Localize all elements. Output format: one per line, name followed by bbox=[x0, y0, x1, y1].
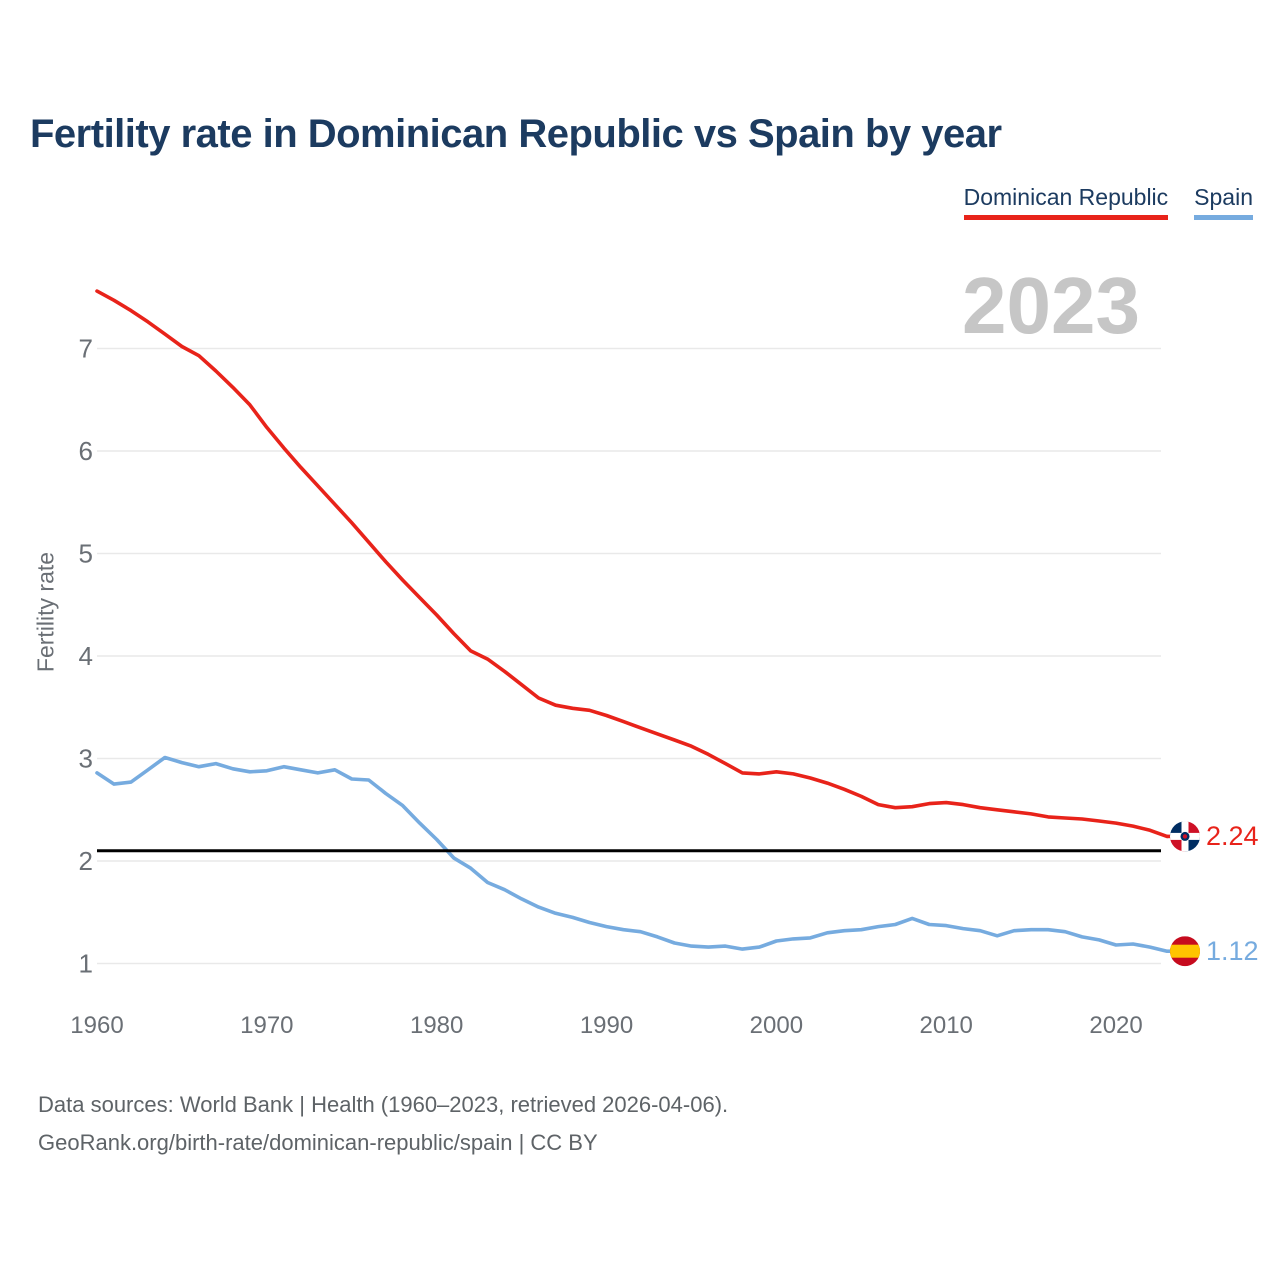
y-tick-label: 3 bbox=[79, 744, 93, 774]
y-tick-label: 4 bbox=[79, 641, 93, 671]
legend-item-spain[interactable]: Spain bbox=[1194, 184, 1253, 220]
footer-attribution: GeoRank.org/birth-rate/dominican-republi… bbox=[38, 1130, 598, 1155]
x-tick-label: 1990 bbox=[580, 1012, 633, 1039]
x-tick-label: 2010 bbox=[920, 1012, 973, 1039]
end-value-dominican-republic: 2.24 bbox=[1206, 821, 1259, 851]
y-tick-label: 2 bbox=[79, 846, 93, 876]
y-tick-label: 6 bbox=[79, 436, 93, 466]
line-spain[interactable] bbox=[95, 755, 1169, 954]
footer: Data sources: World Bank | Health (1960–… bbox=[38, 1086, 728, 1162]
y-tick-label: 5 bbox=[79, 539, 93, 569]
spain-flag-icon bbox=[1170, 936, 1200, 967]
footer-data-sources: Data sources: World Bank | Health (1960–… bbox=[38, 1092, 729, 1117]
y-tick-label: 7 bbox=[79, 334, 93, 364]
end-value-spain: 1.12 bbox=[1206, 936, 1259, 966]
legend: Dominican Republic Spain bbox=[963, 184, 1253, 220]
legend-item-dominican-republic[interactable]: Dominican Republic bbox=[963, 184, 1169, 220]
page-title: Fertility rate in Dominican Republic vs … bbox=[30, 112, 1002, 156]
x-tick-label: 2020 bbox=[1089, 1012, 1142, 1039]
dominican-republic-flag-icon bbox=[1170, 821, 1200, 852]
year-watermark: 2023 bbox=[962, 261, 1140, 350]
x-tick-label: 2000 bbox=[750, 1012, 803, 1039]
y-axis-title: Fertility rate bbox=[32, 551, 59, 673]
x-tick-label: 1970 bbox=[240, 1012, 293, 1039]
line-dominican-republic[interactable] bbox=[95, 289, 1169, 839]
y-tick-label: 1 bbox=[79, 949, 93, 979]
x-tick-label: 1960 bbox=[70, 1012, 123, 1039]
x-tick-label: 1980 bbox=[410, 1012, 463, 1039]
